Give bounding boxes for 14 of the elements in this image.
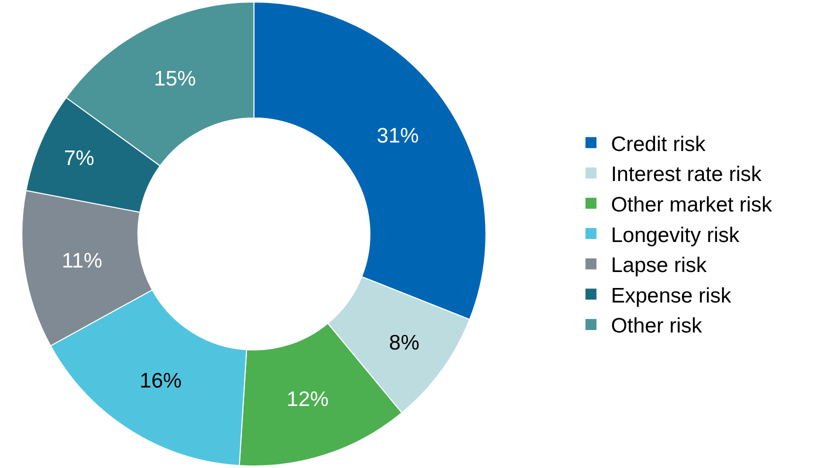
data-label: 31% (376, 124, 419, 148)
legend-label: Interest rate risk (610, 163, 762, 186)
legend-label: Lapse risk (610, 254, 708, 278)
data-label: 8% (389, 332, 420, 355)
data-label: 12% (286, 388, 329, 411)
legend-label: Longevity risk (610, 224, 740, 247)
data-label: 15% (154, 67, 196, 90)
data-label: 16% (140, 369, 182, 392)
data-label: 7% (64, 146, 94, 170)
legend-label: Other market risk (610, 193, 772, 216)
legend-label: Expense risk (610, 284, 732, 308)
legend-label: Credit risk (610, 132, 706, 156)
legend-label: Other risk (610, 314, 702, 338)
data-label: 11% (62, 250, 102, 273)
